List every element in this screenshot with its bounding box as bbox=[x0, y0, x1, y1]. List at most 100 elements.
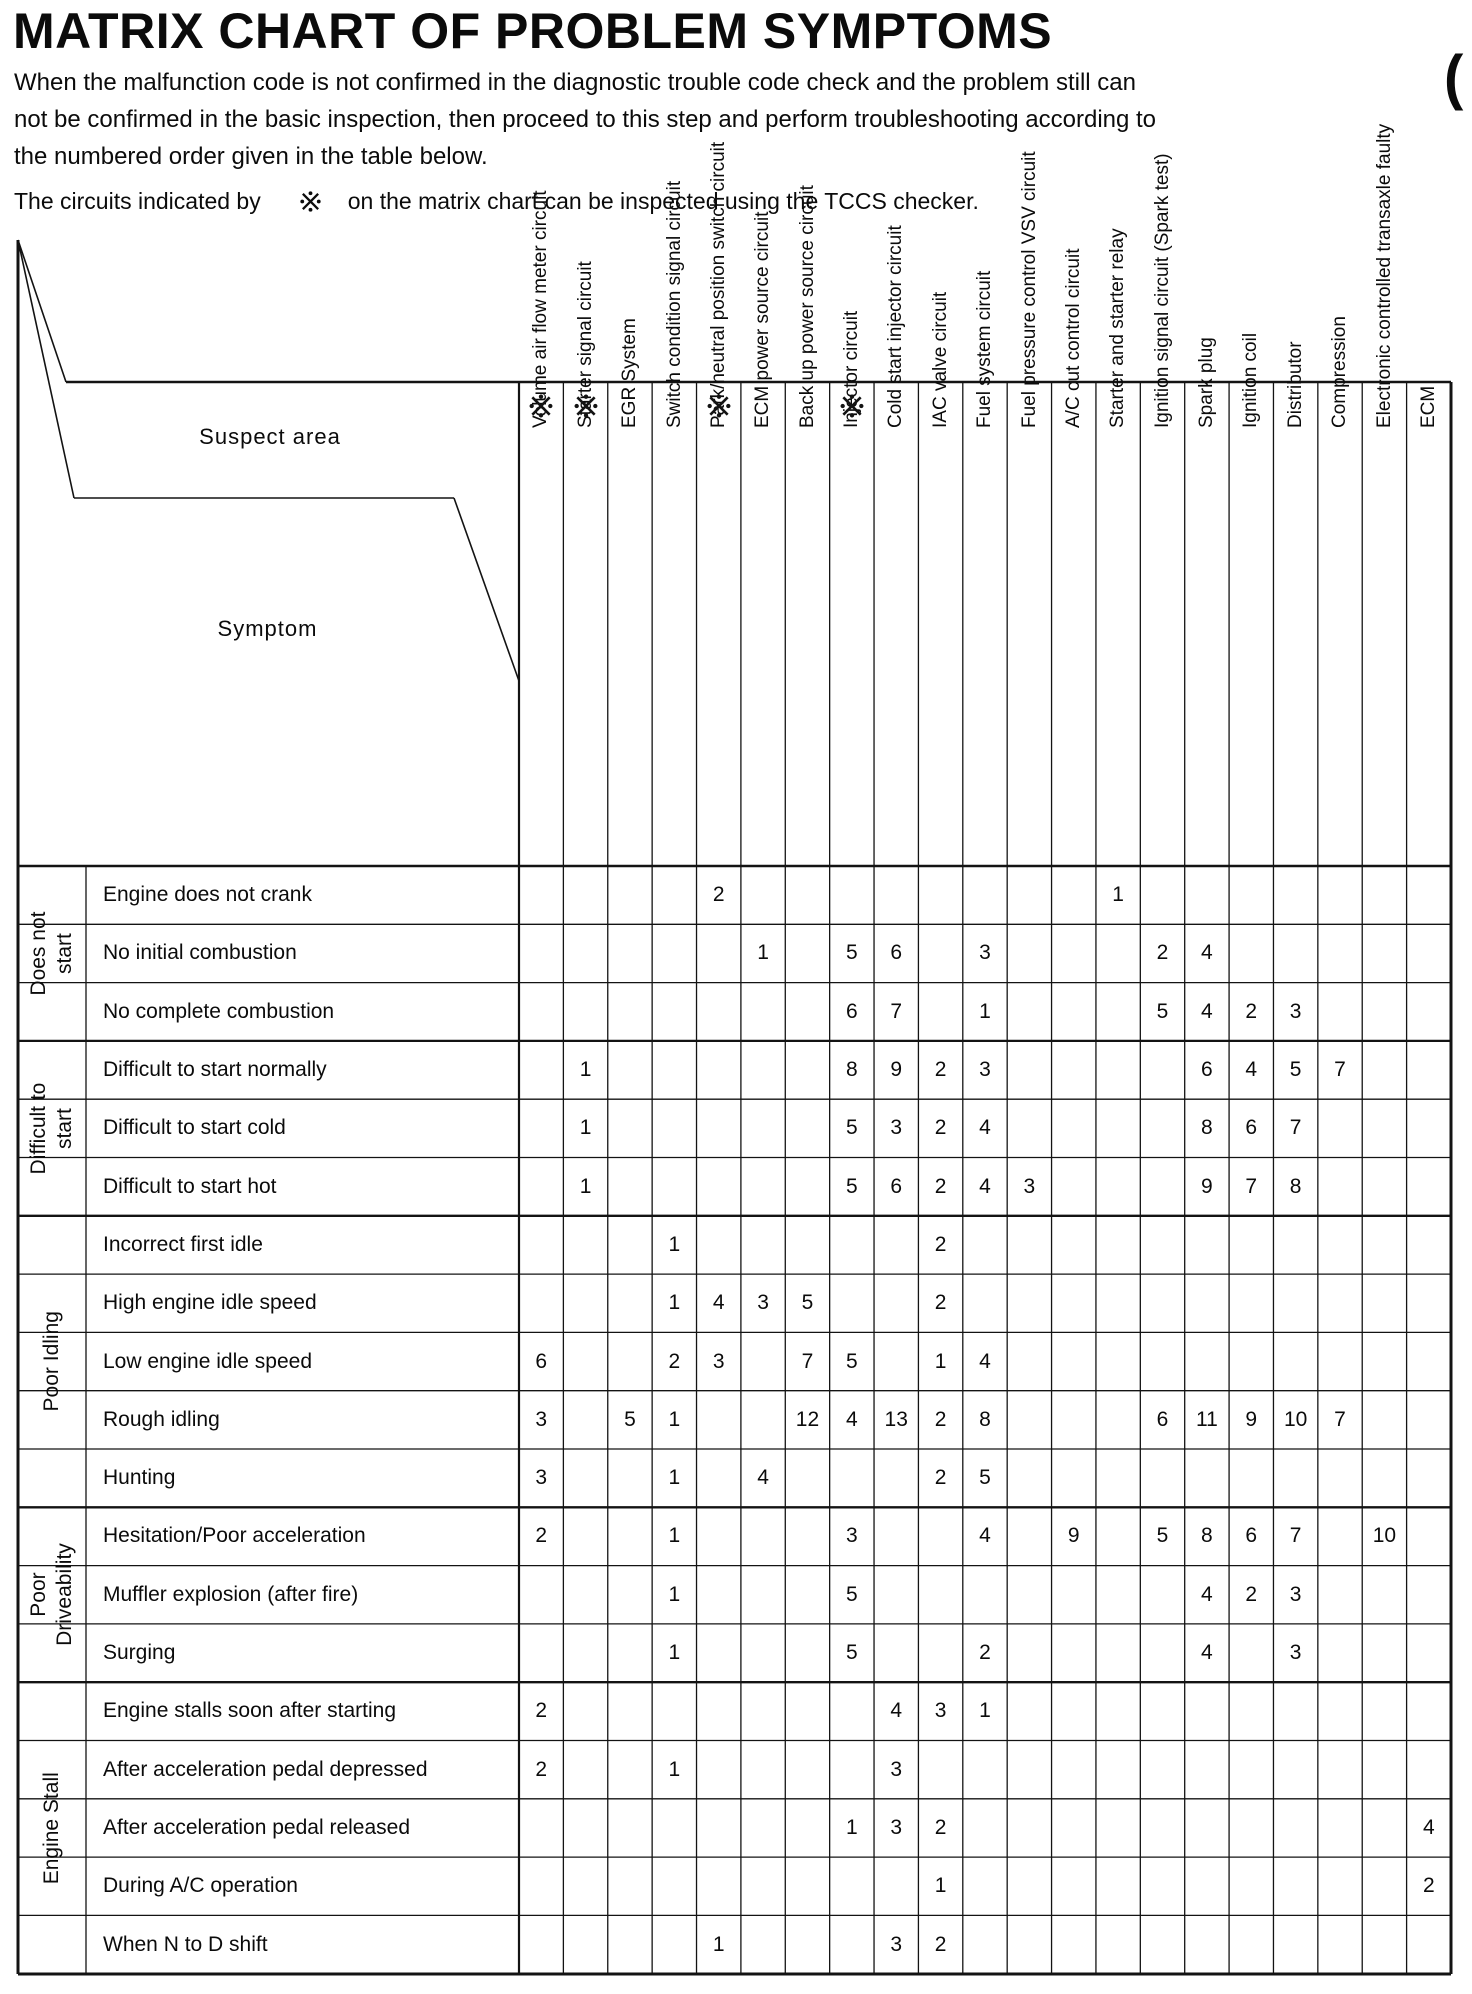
group-label-line: start bbox=[53, 1107, 76, 1149]
matrix-cell: 9 bbox=[1245, 1407, 1258, 1431]
note-prefix-text: The circuits indicated by bbox=[14, 188, 261, 214]
matrix-cell: 2 bbox=[535, 1524, 548, 1548]
matrix-cell: 4 bbox=[1201, 1582, 1213, 1606]
symptom-label: After acceleration pedal released bbox=[103, 1815, 411, 1839]
matrix-cell: 1 bbox=[668, 1466, 681, 1490]
matrix-cell: 2 bbox=[934, 1174, 947, 1198]
matrix-cell: 2 bbox=[712, 883, 725, 907]
intro-line: the numbered order given in the table be… bbox=[14, 143, 488, 170]
column-header: Spark plug bbox=[1196, 336, 1218, 428]
matrix-cell: 2 bbox=[934, 1466, 947, 1490]
matrix-cell: 4 bbox=[1201, 1641, 1213, 1665]
column-header: Starter signal circuit bbox=[574, 260, 596, 428]
matrix-cell: 12 bbox=[795, 1407, 820, 1431]
matrix-cell: 6 bbox=[890, 1174, 903, 1198]
column-header: Fuel pressure control VSV circuit bbox=[1018, 150, 1040, 428]
symptom-label: Surging bbox=[103, 1641, 176, 1665]
matrix-cell: 2 bbox=[979, 1641, 991, 1665]
matrix-cell: 3 bbox=[890, 1815, 903, 1839]
matrix-cell: 3 bbox=[535, 1466, 548, 1490]
symptom-label: Difficult to start cold bbox=[103, 1116, 286, 1140]
matrix-cell: 4 bbox=[1201, 999, 1213, 1023]
matrix-cell: 3 bbox=[1289, 1641, 1302, 1665]
matrix-cell: 3 bbox=[1023, 1174, 1036, 1198]
group-label: Engine Stall bbox=[18, 1682, 86, 1974]
symptom-label: Engine stalls soon after starting bbox=[103, 1699, 396, 1723]
group-label-line: Poor Idling bbox=[40, 1311, 63, 1412]
matrix-cell: 2 bbox=[934, 1407, 947, 1431]
matrix-cell: 4 bbox=[846, 1407, 858, 1431]
matrix-cell: 1 bbox=[934, 1874, 947, 1898]
group-label-line: Does not bbox=[27, 911, 50, 996]
matrix-cell: 4 bbox=[979, 1116, 991, 1140]
matrix-cell: 2 bbox=[535, 1699, 548, 1723]
note-line: The circuits indicated by on the matrix … bbox=[14, 188, 979, 215]
intro-paragraph: When the malfunction code is not confirm… bbox=[14, 64, 1156, 175]
matrix-cell: 5 bbox=[846, 1582, 858, 1606]
matrix-cell: 5 bbox=[801, 1291, 814, 1315]
matrix-cell: 1 bbox=[668, 1524, 681, 1548]
matrix-cell: 6 bbox=[535, 1349, 548, 1373]
matrix-cell: 9 bbox=[1067, 1524, 1080, 1548]
matrix-cell: 1 bbox=[979, 999, 991, 1023]
matrix-cell: 1 bbox=[668, 1232, 681, 1256]
matrix-cell: 8 bbox=[1201, 1116, 1213, 1140]
group-label: Poor Idling bbox=[18, 1216, 86, 1508]
matrix-cell: 4 bbox=[979, 1174, 991, 1198]
matrix-cell: 11 bbox=[1195, 1407, 1218, 1431]
matrix-cell: 4 bbox=[757, 1466, 769, 1490]
column-header: Park/neutral position switch circuit bbox=[707, 141, 729, 428]
group-label-line: Engine Stall bbox=[40, 1771, 63, 1884]
matrix-cell: 5 bbox=[1156, 999, 1169, 1023]
scan-artifact-mark: ( bbox=[1444, 43, 1464, 112]
column-mark-icon bbox=[528, 393, 554, 424]
column-mark-icon bbox=[706, 393, 732, 424]
intro-line: When the malfunction code is not confirm… bbox=[14, 69, 1136, 96]
matrix-cell: 1 bbox=[668, 1291, 681, 1315]
intro-line: not be confirmed in the basic inspection… bbox=[14, 106, 1157, 133]
matrix-cell: 2 bbox=[535, 1757, 548, 1781]
matrix-cell: 5 bbox=[979, 1466, 991, 1490]
group-label: Does not start bbox=[18, 866, 86, 1041]
matrix-cell: 4 bbox=[1245, 1058, 1258, 1082]
matrix-cell: 7 bbox=[801, 1349, 814, 1373]
column-header: ECM power source circuit bbox=[752, 211, 774, 428]
column-mark-icon bbox=[839, 393, 865, 424]
column-header: A/C cut control circuit bbox=[1062, 248, 1084, 428]
matrix-cell: 1 bbox=[668, 1582, 681, 1606]
matrix-cell: 5 bbox=[846, 1116, 858, 1140]
matrix-cell: 2 bbox=[1156, 941, 1169, 965]
matrix-cell: 5 bbox=[624, 1407, 636, 1431]
symptom-label: Muffler explosion (after fire) bbox=[103, 1582, 359, 1606]
column-header: IAC valve circuit bbox=[929, 291, 951, 428]
matrix-cell: 1 bbox=[757, 941, 769, 965]
matrix-cell: 1 bbox=[579, 1174, 592, 1198]
matrix-cell: 2 bbox=[934, 1058, 947, 1082]
matrix-cell: 7 bbox=[1245, 1174, 1258, 1198]
matrix-cell: 1 bbox=[668, 1407, 681, 1431]
matrix-cell: 2 bbox=[1245, 1582, 1258, 1606]
grid-line bbox=[453, 497, 520, 682]
matrix-cell: 5 bbox=[846, 941, 858, 965]
column-header: Volume air flow meter circuit bbox=[530, 190, 552, 428]
matrix-cell: 4 bbox=[712, 1291, 725, 1315]
note-suffix-text: on the matrix chart can be inspected usi… bbox=[347, 188, 979, 214]
matrix-cell: 7 bbox=[890, 999, 903, 1023]
column-header: Cold start injector circuit bbox=[885, 224, 907, 428]
column-header: EGR System bbox=[619, 317, 641, 428]
matrix-cell: 5 bbox=[1289, 1058, 1302, 1082]
matrix-cell: 3 bbox=[1289, 999, 1302, 1023]
matrix-cell: 7 bbox=[1334, 1058, 1346, 1082]
matrix-cell: 10 bbox=[1372, 1524, 1397, 1548]
column-header: Starter and starter relay bbox=[1107, 228, 1129, 428]
matrix-cell: 4 bbox=[890, 1699, 903, 1723]
matrix-cell: 4 bbox=[1201, 941, 1213, 965]
matrix-cell: 3 bbox=[890, 1757, 903, 1781]
matrix-cell: 13 bbox=[884, 1407, 908, 1431]
symptom-label: Difficult to start hot bbox=[103, 1174, 277, 1198]
matrix-cell: 2 bbox=[1422, 1874, 1435, 1898]
matrix-cell: 6 bbox=[890, 941, 903, 965]
symptom-label: Incorrect first idle bbox=[103, 1232, 263, 1256]
symptom-label: After acceleration pedal depressed bbox=[103, 1757, 428, 1781]
